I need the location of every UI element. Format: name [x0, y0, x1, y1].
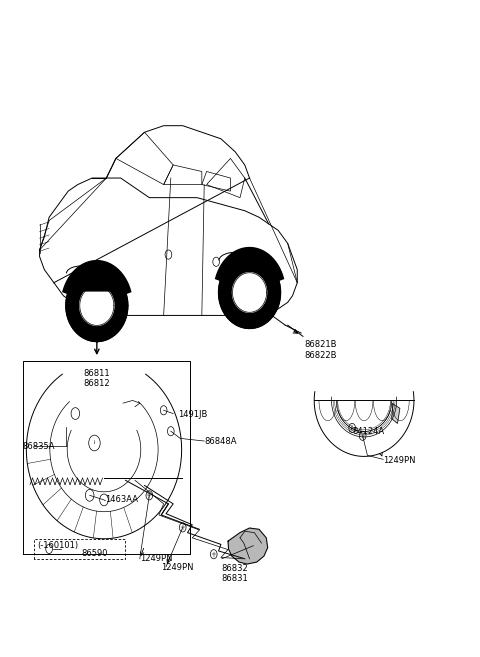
Text: 86835A: 86835A [23, 442, 55, 451]
Polygon shape [80, 286, 114, 325]
Text: 86848A: 86848A [204, 436, 237, 445]
Polygon shape [232, 273, 266, 312]
Text: i: i [94, 440, 95, 445]
Text: 86811
86812: 86811 86812 [84, 369, 110, 388]
Polygon shape [392, 404, 400, 423]
Text: 1463AA: 1463AA [106, 495, 138, 505]
Polygon shape [228, 528, 268, 564]
Text: 1491JB: 1491JB [178, 411, 207, 419]
Text: 86821B
86822B: 86821B 86822B [304, 340, 337, 359]
Text: 1249PN: 1249PN [161, 563, 194, 572]
Polygon shape [216, 248, 284, 283]
Text: 86832
86831: 86832 86831 [222, 564, 249, 583]
Polygon shape [67, 430, 141, 492]
Text: 86590: 86590 [82, 549, 108, 558]
Text: (-160101): (-160101) [37, 541, 78, 550]
Polygon shape [218, 256, 281, 328]
Polygon shape [71, 271, 123, 291]
Text: 1249PN: 1249PN [140, 555, 172, 563]
Polygon shape [63, 261, 131, 295]
Text: 84124A: 84124A [352, 427, 384, 436]
Polygon shape [338, 410, 390, 432]
Text: 1249PN: 1249PN [383, 456, 416, 465]
Polygon shape [66, 269, 128, 342]
